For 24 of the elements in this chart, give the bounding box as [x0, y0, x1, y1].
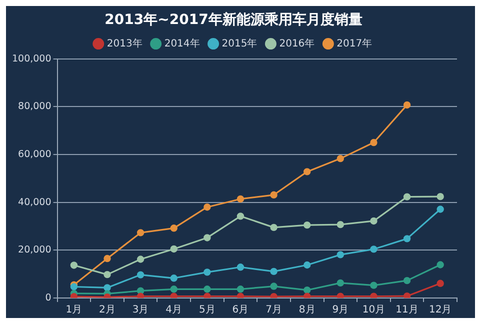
legend-label: 2013年 [106, 37, 142, 50]
x-tick-label: 7月 [266, 304, 282, 316]
x-tick-label: 11月 [396, 304, 418, 316]
x-tick-label: 3月 [132, 304, 149, 316]
x-tick-label: 12月 [428, 304, 452, 316]
x-tick-label: 8月 [298, 304, 316, 316]
x-tick-label: 6月 [232, 304, 249, 316]
y-tick-label: 20,000 [18, 244, 52, 256]
chart-title: 2013年~2017年新能源乘用车月度销量 [104, 11, 362, 28]
legend-label: 2015年 [222, 37, 258, 50]
legend-label: 2017年 [336, 37, 372, 50]
y-tick-label: 40,000 [18, 196, 52, 208]
x-tick-label: 1月 [66, 304, 82, 316]
x-tick-label: 4月 [166, 304, 182, 316]
legend-label: 2014年 [164, 37, 200, 50]
x-tick-label: 9月 [332, 304, 349, 316]
y-tick-label: 60,000 [18, 148, 52, 160]
x-tick-label: 5月 [198, 304, 216, 316]
x-tick-label: 2月 [99, 304, 116, 316]
legend-label: 2016年 [279, 37, 315, 50]
y-tick-label: 0 [45, 292, 52, 304]
x-tick-label: 10月 [362, 304, 386, 316]
y-tick-label: 80,000 [18, 101, 52, 112]
y-tick-label: 100,000 [12, 53, 52, 64]
